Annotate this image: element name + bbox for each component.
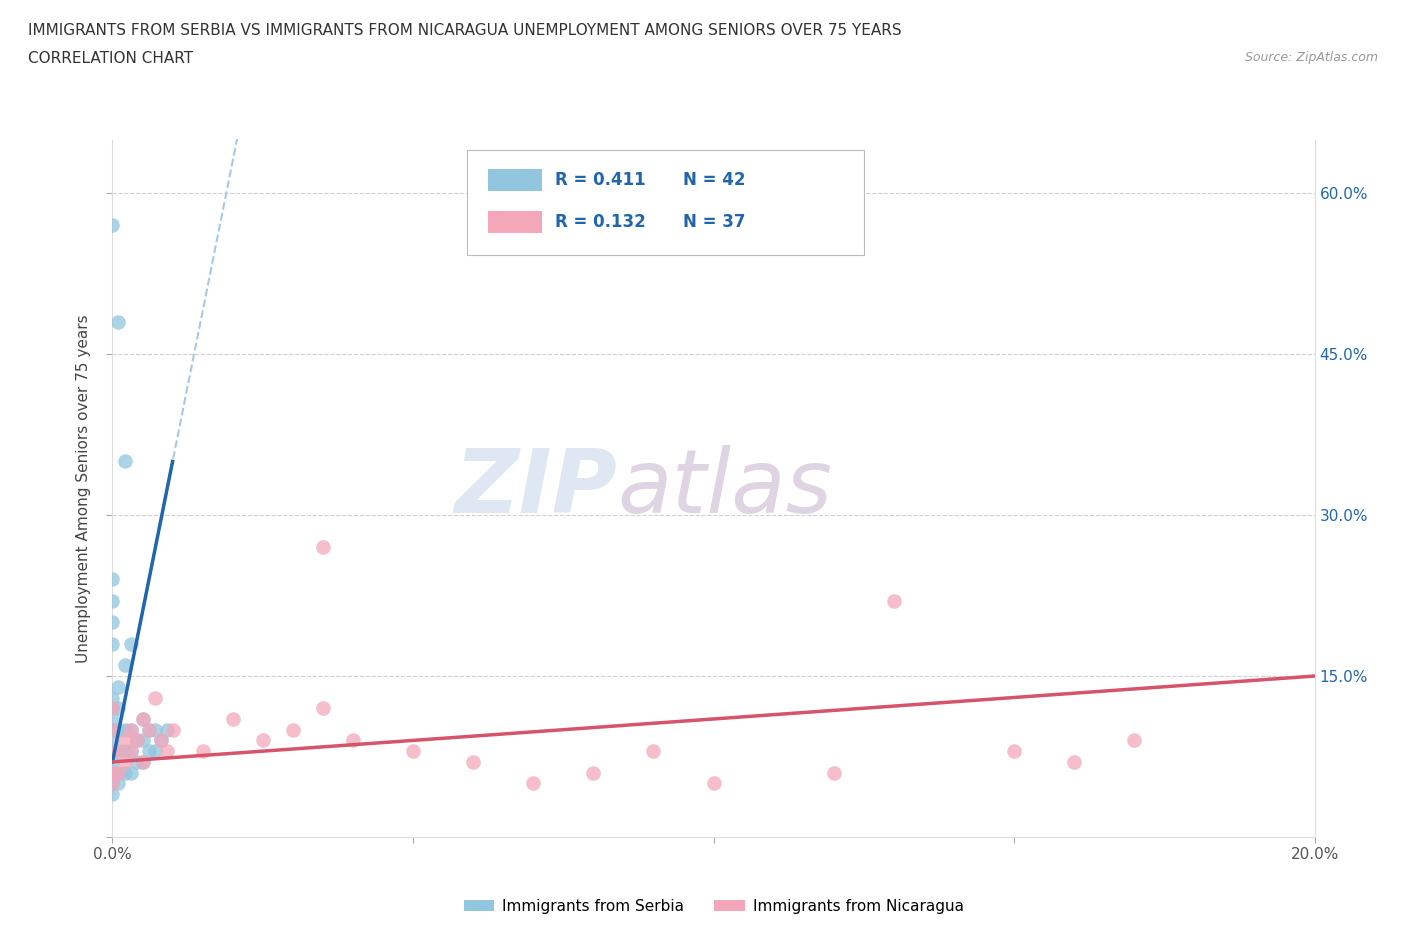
Point [101,733,124,748]
FancyBboxPatch shape [488,211,541,233]
Point [101,593,124,608]
Point [191,744,214,759]
Point [114,765,136,780]
Point [107,776,129,790]
Point [114,454,136,469]
Point [312,539,335,554]
Point [120,636,142,651]
Point [114,658,136,672]
Legend: Immigrants from Serbia, Immigrants from Nicaragua: Immigrants from Serbia, Immigrants from … [457,893,970,920]
Point [131,711,153,726]
Point [101,723,124,737]
Point [155,723,177,737]
Point [252,733,274,748]
Point [107,701,129,716]
Text: ZIP: ZIP [454,445,617,532]
Point [101,723,124,737]
Point [120,744,142,759]
Point [114,744,136,759]
Point [114,723,136,737]
Point [107,744,129,759]
Point [138,723,160,737]
Point [107,314,129,329]
Point [101,701,124,716]
Point [312,701,335,716]
Point [522,776,544,790]
Point [883,593,905,608]
Point [101,754,124,769]
Point [823,765,845,780]
Point [461,754,484,769]
Point [107,723,129,737]
Point [155,744,177,759]
Point [101,787,124,802]
Point [107,679,129,694]
Point [138,723,160,737]
Point [138,744,160,759]
Point [101,776,124,790]
Point [143,744,166,759]
Point [101,765,124,780]
Text: N = 37: N = 37 [683,213,747,231]
Point [1002,744,1025,759]
Point [120,723,142,737]
Point [143,690,166,705]
Point [131,754,153,769]
Point [114,733,136,748]
Text: CORRELATION CHART: CORRELATION CHART [28,51,193,66]
Point [342,733,364,748]
Point [107,765,129,780]
Point [131,733,153,748]
Point [101,218,124,232]
Point [101,711,124,726]
Text: atlas: atlas [617,445,832,531]
Point [107,744,129,759]
Point [101,744,124,759]
Point [107,765,129,780]
Point [125,733,148,748]
Point [131,711,153,726]
Point [1063,754,1085,769]
Y-axis label: Unemployment Among Seniors over 75 years: Unemployment Among Seniors over 75 years [76,314,91,662]
Point [120,723,142,737]
Point [162,723,184,737]
Text: Source: ZipAtlas.com: Source: ZipAtlas.com [1244,51,1378,64]
Point [582,765,605,780]
Point [101,744,124,759]
Text: IMMIGRANTS FROM SERBIA VS IMMIGRANTS FROM NICARAGUA UNEMPLOYMENT AMONG SENIORS O: IMMIGRANTS FROM SERBIA VS IMMIGRANTS FRO… [28,23,901,38]
Point [101,701,124,716]
Point [120,765,142,780]
FancyBboxPatch shape [488,169,541,192]
FancyBboxPatch shape [467,150,863,255]
Point [149,733,172,748]
Point [114,754,136,769]
Point [125,733,148,748]
Text: R = 0.411: R = 0.411 [555,171,645,189]
Point [149,733,172,748]
Point [131,754,153,769]
Text: R = 0.132: R = 0.132 [555,213,645,231]
Point [702,776,725,790]
Point [143,723,166,737]
Point [101,765,124,780]
Point [101,572,124,587]
Point [643,744,665,759]
Point [125,754,148,769]
Point [101,615,124,630]
Text: N = 42: N = 42 [683,171,747,189]
Point [120,744,142,759]
Point [101,776,124,790]
Point [402,744,425,759]
Point [101,636,124,651]
Point [281,723,304,737]
Point [222,711,245,726]
Point [1123,733,1146,748]
Point [101,690,124,705]
